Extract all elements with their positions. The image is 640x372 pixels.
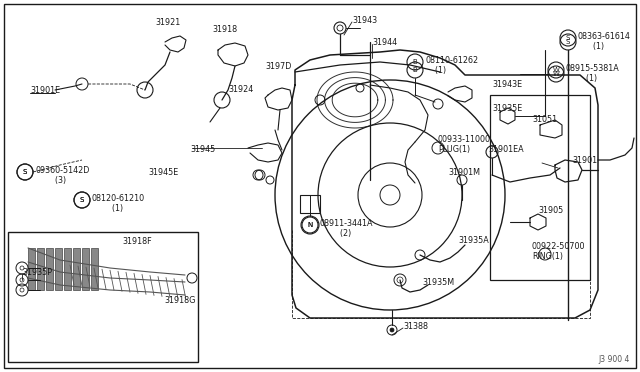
Text: 31901E: 31901E [30,86,60,95]
Text: 08911-3441A
        (2): 08911-3441A (2) [320,219,374,238]
Text: 31901EA: 31901EA [488,145,524,154]
Text: 31918: 31918 [212,25,237,34]
Text: N: N [307,222,312,228]
Text: 31945: 31945 [190,145,215,154]
Text: 31918G: 31918G [164,296,195,305]
Text: B: B [413,59,417,65]
Text: W: W [552,67,559,73]
Bar [300,195,320,213]
Text: S: S [23,169,27,175]
Text: 31918F: 31918F [122,237,152,246]
Text: 31943: 31943 [352,16,377,25]
Text: 31935A: 31935A [458,236,489,245]
Text: 31944: 31944 [372,38,397,47]
Text: 3197D: 3197D [265,62,291,71]
Text: 31388: 31388 [403,322,428,331]
Text: 00933-11000
PLUG(1): 00933-11000 PLUG(1) [438,135,491,154]
Text: 31051: 31051 [532,115,557,124]
Text: 31935M: 31935M [422,278,454,287]
Text: 08120-61210
        (1): 08120-61210 (1) [92,194,145,214]
Bar [64,248,71,290]
Text: 31935P: 31935P [22,268,52,277]
Text: S: S [566,39,570,45]
Bar [82,248,89,290]
Bar [73,248,80,290]
Bar [91,248,98,290]
Text: 00922-50700
RING(1): 00922-50700 RING(1) [532,242,586,262]
Text: N: N [307,222,312,228]
Text: S: S [80,197,84,203]
Text: 31921: 31921 [155,18,180,27]
Bar [46,248,53,290]
Circle shape [390,328,394,332]
Bar [8,232,198,362]
Text: 31945E: 31945E [148,168,179,177]
Bar [490,95,590,280]
Bar [55,248,62,290]
Bar [28,248,35,290]
Text: S: S [23,169,27,175]
Bar [37,248,44,290]
Text: 31935E: 31935E [492,104,522,113]
Text: B: B [413,67,417,73]
Text: W: W [552,71,559,77]
Text: 31924: 31924 [228,85,253,94]
Text: 08363-61614
      (1): 08363-61614 (1) [578,32,631,51]
Text: 31901: 31901 [572,156,597,165]
Text: 09360-5142D
        (3): 09360-5142D (3) [35,166,90,185]
Text: 31943E: 31943E [492,80,522,89]
Text: S: S [80,197,84,203]
Text: 08915-5381A
        (1): 08915-5381A (1) [566,64,620,83]
Text: S: S [566,35,570,41]
Text: 31905: 31905 [538,206,563,215]
Text: J3 900 4: J3 900 4 [598,355,630,364]
Text: 08110-61262
    (1): 08110-61262 (1) [425,56,478,76]
Text: 31901M: 31901M [448,168,480,177]
